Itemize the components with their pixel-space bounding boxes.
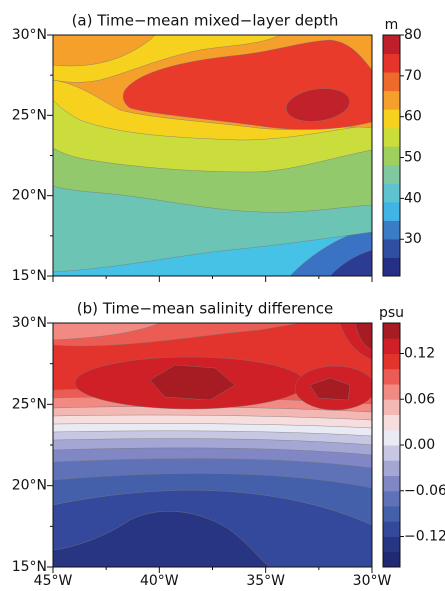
- colorbar-swatch: [383, 536, 400, 553]
- colorbar-swatch: [383, 353, 400, 370]
- colorbar-swatch: [383, 53, 400, 73]
- y-tick-label: 20°N: [12, 188, 47, 204]
- colorbar-swatch: [383, 368, 400, 385]
- colorbar-tick-label: 30: [404, 231, 422, 247]
- colorbar-tick-label: 0.06: [404, 391, 435, 407]
- colorbar-swatch: [383, 338, 400, 354]
- colorbar-swatch: [383, 551, 400, 568]
- colorbar-label: m: [385, 17, 399, 33]
- panel-title: (b) Time−mean salinity difference: [77, 300, 333, 318]
- colorbar-swatch: [383, 445, 400, 461]
- colorbar-swatch: [383, 257, 400, 277]
- y-tick-label: 25°N: [12, 396, 47, 412]
- colorbar-swatch: [383, 146, 400, 166]
- colorbar-tick-label: 0.12: [404, 346, 435, 362]
- colorbar-swatch: [383, 72, 400, 92]
- colorbar-swatch: [383, 183, 400, 203]
- colorbar-swatch: [383, 127, 400, 147]
- colorbar-swatch: [383, 460, 400, 476]
- colorbar-swatch: [383, 35, 400, 55]
- y-tick-label: 30°N: [12, 315, 47, 331]
- y-tick-label: 15°N: [12, 559, 47, 575]
- colorbar-swatch: [383, 429, 400, 446]
- colorbar-tick-label: 70: [404, 68, 422, 84]
- x-tick-label: 45°W: [34, 573, 73, 589]
- colorbar-swatch: [383, 475, 400, 492]
- contour-field: [53, 35, 372, 276]
- colorbar-label: psu: [379, 305, 404, 321]
- colorbar-swatch: [383, 414, 400, 431]
- y-tick-label: 20°N: [12, 478, 47, 494]
- contour-field: [53, 323, 372, 567]
- colorbar-swatch: [383, 90, 400, 110]
- x-tick-label: 35°W: [246, 573, 285, 589]
- colorbar-swatch: [383, 109, 400, 129]
- colorbar-swatch: [383, 201, 400, 221]
- colorbar-swatch: [383, 384, 400, 400]
- colorbar-swatch: [383, 164, 400, 184]
- y-tick-label: 30°N: [12, 27, 47, 43]
- y-tick-label: 25°N: [12, 107, 47, 123]
- colorbar-swatch: [383, 521, 400, 537]
- y-tick-label: 15°N: [12, 268, 47, 284]
- colorbar-tick-label: 80: [404, 27, 422, 43]
- colorbar-swatch: [383, 399, 400, 415]
- colorbar-tick-label: −0.12: [404, 529, 445, 545]
- colorbar-swatch: [383, 323, 400, 339]
- colorbar-swatch: [383, 490, 400, 507]
- colorbar-tick-label: 60: [404, 109, 422, 125]
- colorbar-frame: [382, 34, 401, 277]
- colorbar-tick-label: 0.00: [404, 437, 435, 453]
- colorbar-swatch: [383, 238, 400, 258]
- x-tick-label: 40°W: [140, 573, 179, 589]
- colorbar-tick-label: −0.06: [404, 483, 445, 499]
- colorbar-swatch: [383, 220, 400, 240]
- colorbar-tick-label: 50: [404, 150, 422, 166]
- panel-title: (a) Time−mean mixed−layer depth: [72, 12, 339, 30]
- colorbar-swatch: [383, 506, 400, 522]
- x-tick-label: 30°W: [353, 573, 392, 589]
- colorbar-tick-label: 40: [404, 190, 422, 206]
